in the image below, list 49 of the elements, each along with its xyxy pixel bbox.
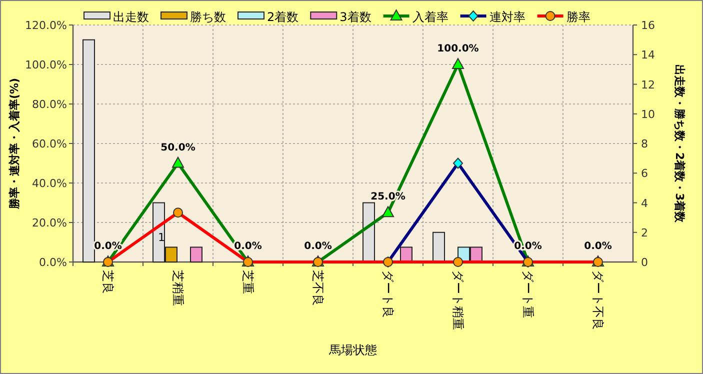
y-tick-label: 40.0% (32, 177, 67, 190)
point (172, 156, 184, 168)
data-label: 0.0% (304, 241, 332, 252)
legend-label: 入着率 (412, 10, 448, 24)
x-tick-label: 芝稍重 (171, 270, 185, 306)
y2-tick-label: 8 (641, 138, 648, 150)
y2-axis-title: 出走数・勝ち数・2着数・3着数 (673, 64, 686, 224)
bar (432, 232, 445, 262)
x-tick-label: 芝良 (101, 270, 115, 294)
y2-tick-label: 0 (641, 256, 648, 269)
y2-tick-label: 12 (641, 78, 655, 92)
legend-label: 連対率 (489, 10, 526, 24)
x-tick-label: ダート稍重 (451, 270, 465, 330)
x-axis-title: 馬場状態 (328, 343, 377, 357)
x-tick-label: ダート重 (521, 270, 535, 318)
legend-label: 3着数 (340, 10, 372, 24)
data-label: 0.0% (584, 241, 612, 252)
data-label: 100.0% (437, 44, 479, 54)
bar (82, 39, 95, 262)
x-tick-label: 芝不良 (311, 270, 325, 306)
y-tick-label: 80.0% (32, 98, 67, 111)
y2-tick-label: 2 (641, 226, 648, 240)
y2-tick-label: 6 (641, 167, 648, 180)
point (452, 58, 464, 69)
y-tick-label: 120.0% (25, 19, 67, 32)
legend-label: 勝ち数 (190, 10, 226, 24)
x-tick-label: ダート不良 (591, 270, 605, 330)
legend-label: 勝率 (566, 10, 590, 24)
y-tick-label: 20.0% (32, 216, 67, 230)
bar (190, 246, 202, 262)
point (453, 158, 463, 169)
point (173, 208, 183, 218)
y2-tick-label: 10 (641, 108, 655, 121)
data-label: 50.0% (160, 142, 196, 154)
y-tick-label: 100.0% (25, 58, 67, 72)
y2-tick-label: 14 (641, 48, 655, 62)
data-label: 1 (158, 231, 165, 244)
y2-tick-label: 16 (641, 19, 655, 32)
y2-tick-label: 4 (641, 196, 648, 210)
x-tick-label: ダート良 (381, 270, 395, 318)
x-tick-label: 芝重 (241, 270, 255, 294)
bar (362, 202, 375, 262)
legend-label: 出走数 (113, 10, 149, 24)
y-tick-label: 60.0% (32, 138, 67, 150)
y-tick-label: 0.0% (39, 256, 67, 269)
y-axis-title: 勝率・連対率・入着率(%) (8, 78, 21, 210)
point (382, 206, 394, 218)
legend-label: 2着数 (267, 10, 299, 24)
point (453, 257, 463, 267)
